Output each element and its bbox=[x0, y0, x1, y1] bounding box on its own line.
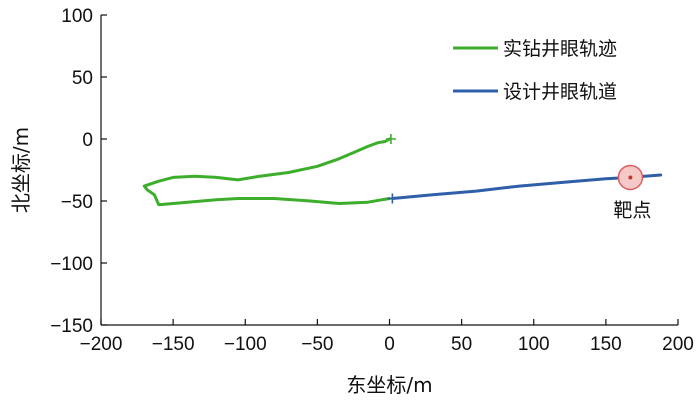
legend: 实钻井眼轨迹 设计井眼轨道 bbox=[453, 38, 617, 103]
x-tick-label: −100 bbox=[224, 334, 267, 355]
x-tick-label: 200 bbox=[662, 334, 694, 355]
actual-start-marker bbox=[385, 134, 396, 144]
x-tick-label: 50 bbox=[451, 334, 472, 355]
y-tick-label: 0 bbox=[82, 130, 93, 151]
plot-axes bbox=[100, 15, 678, 326]
x-tick-label: −50 bbox=[301, 334, 333, 355]
target-label: 靶点 bbox=[613, 199, 651, 221]
x-tick-label: 150 bbox=[590, 334, 622, 355]
marker-layer bbox=[385, 134, 398, 204]
x-tick-label: 100 bbox=[518, 334, 550, 355]
target-dot bbox=[628, 175, 633, 180]
series-layer bbox=[142, 137, 663, 207]
y-tick-label: −100 bbox=[50, 254, 93, 275]
y-tick-label: −150 bbox=[50, 316, 93, 337]
actual-trajectory-line bbox=[142, 137, 391, 207]
y-tick-label: −50 bbox=[61, 192, 93, 213]
x-axis-title: 东坐标/m bbox=[346, 373, 432, 397]
x-tick-label: −150 bbox=[152, 334, 195, 355]
y-axis-title: 北坐标/m bbox=[9, 127, 33, 213]
x-tick-label: −200 bbox=[80, 334, 123, 355]
x-ticks: −200 −150 −100 −50 0 50 100 150 200 bbox=[80, 319, 694, 355]
legend-label-actual: 实钻井眼轨迹 bbox=[503, 38, 617, 60]
legend-label-design: 设计井眼轨道 bbox=[503, 81, 617, 103]
x-tick-label: 0 bbox=[384, 334, 395, 355]
y-tick-label: 100 bbox=[61, 6, 93, 27]
annotation-layer: 靶点 bbox=[613, 164, 651, 221]
y-ticks: −150 −100 −50 0 50 100 bbox=[50, 6, 107, 337]
design-start-marker bbox=[387, 193, 398, 204]
y-tick-label: 50 bbox=[72, 68, 93, 89]
